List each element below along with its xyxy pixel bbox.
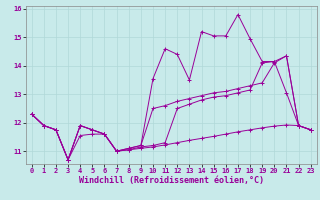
X-axis label: Windchill (Refroidissement éolien,°C): Windchill (Refroidissement éolien,°C)	[79, 176, 264, 185]
